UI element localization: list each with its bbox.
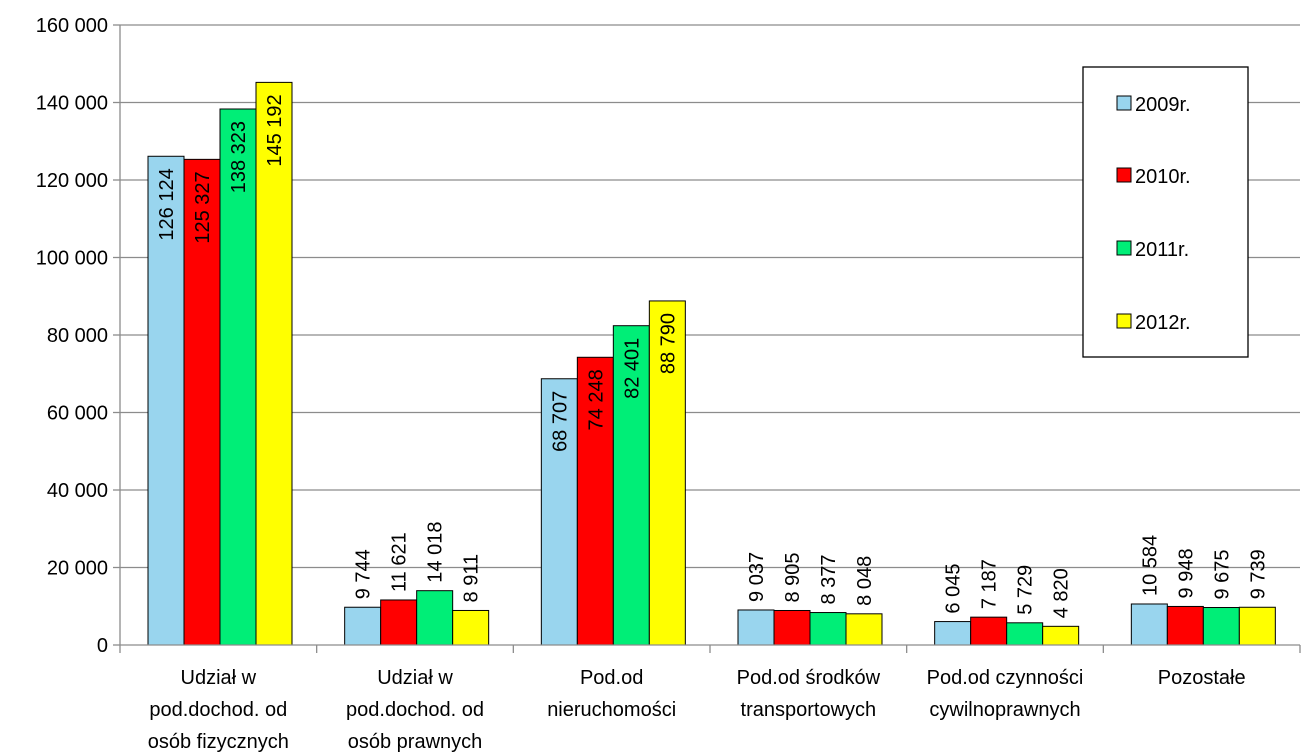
data-label: 7 187 [979, 559, 1001, 609]
x-tick-label: Pozostałe [1158, 667, 1246, 689]
y-tick-label: 120 000 [36, 170, 108, 192]
data-label: 8 377 [818, 554, 840, 604]
bar [344, 606, 382, 646]
data-label: 9 739 [1247, 549, 1269, 599]
bar [576, 356, 614, 646]
x-tick-label: Pod.od środków transportowych [737, 667, 881, 721]
data-label: 4 820 [1051, 568, 1073, 618]
bar [255, 81, 293, 646]
legend-swatch [1116, 167, 1132, 183]
data-label: 138 323 [228, 121, 250, 193]
bar [845, 613, 883, 646]
legend-label: 2010r. [1135, 166, 1191, 188]
data-label: 10 584 [1139, 535, 1161, 596]
legend-box [1082, 66, 1249, 358]
data-label: 126 124 [156, 168, 178, 240]
bar [1130, 603, 1168, 646]
bar [1006, 622, 1044, 646]
y-tick-label: 160 000 [36, 15, 108, 37]
data-label: 125 327 [192, 171, 214, 243]
legend-label: 2012r. [1135, 312, 1191, 334]
data-label: 5 729 [1015, 565, 1037, 615]
bar [612, 325, 650, 646]
legend: 2009r. 2010r. 2011r. 2012r. [1082, 66, 1249, 358]
legend-label: 2011r. [1135, 239, 1189, 261]
data-label: 6 045 [943, 564, 965, 614]
bar [452, 609, 490, 646]
y-tick-label: 140 000 [36, 93, 108, 115]
data-label: 8 905 [782, 552, 804, 602]
y-tick-label: 40 000 [47, 480, 108, 502]
data-label: 88 790 [657, 313, 679, 374]
bar [1042, 625, 1080, 646]
legend-swatch [1116, 240, 1132, 256]
data-label: 145 192 [264, 94, 286, 166]
y-axis: 0 20 000 40 000 60 000 80 000 100 000 120 000 1… [36, 15, 121, 657]
bar [648, 300, 686, 646]
data-label: 8 048 [854, 556, 876, 606]
y-tick-label: 0 [97, 635, 108, 657]
data-label: 9 948 [1175, 548, 1197, 598]
data-label: 9 744 [353, 549, 375, 599]
data-label: 11 621 [389, 532, 411, 592]
bar [1238, 606, 1276, 646]
x-tick-label: Pod.od nieruchomości [547, 667, 676, 721]
data-label: 9 037 [746, 552, 768, 602]
x-tick-label: Pod.od czynności cywilnoprawnych [927, 667, 1084, 721]
legend-label: 2009r. [1135, 94, 1191, 116]
bar [773, 609, 811, 646]
data-label: 74 248 [585, 369, 607, 430]
legend-swatch [1116, 313, 1132, 329]
bar [809, 612, 847, 646]
x-tick-label: Udział w pod.dochod. od osób prawnych [346, 667, 484, 753]
gridlines [120, 24, 1300, 569]
data-label: 68 707 [549, 391, 571, 452]
data-label: 8 911 [461, 554, 483, 603]
y-tick-label: 20 000 [47, 558, 108, 580]
bar [380, 599, 418, 646]
bar [934, 621, 972, 646]
y-tick-label: 80 000 [47, 325, 108, 347]
bar [737, 609, 775, 646]
bar [1202, 607, 1240, 646]
bar [416, 590, 454, 646]
y-tick-label: 60 000 [47, 403, 108, 425]
bars: 126 124 125 327 138 323 145 192 9 744 11 621 1… [147, 81, 1276, 646]
bar [183, 158, 221, 646]
x-tick-label: Udział w pod.dochod. od osób fizycznych [148, 667, 289, 753]
data-label: 82 401 [621, 338, 643, 399]
data-label: 9 675 [1211, 549, 1233, 599]
bar [970, 616, 1008, 646]
y-tick-label: 100 000 [36, 248, 108, 270]
bar [1166, 605, 1204, 646]
data-label: 14 018 [425, 522, 447, 583]
bar [147, 155, 185, 646]
legend-swatch [1116, 95, 1132, 111]
x-axis: Udział w pod.dochod. od osób fizycznych Udz… [119, 644, 1301, 753]
